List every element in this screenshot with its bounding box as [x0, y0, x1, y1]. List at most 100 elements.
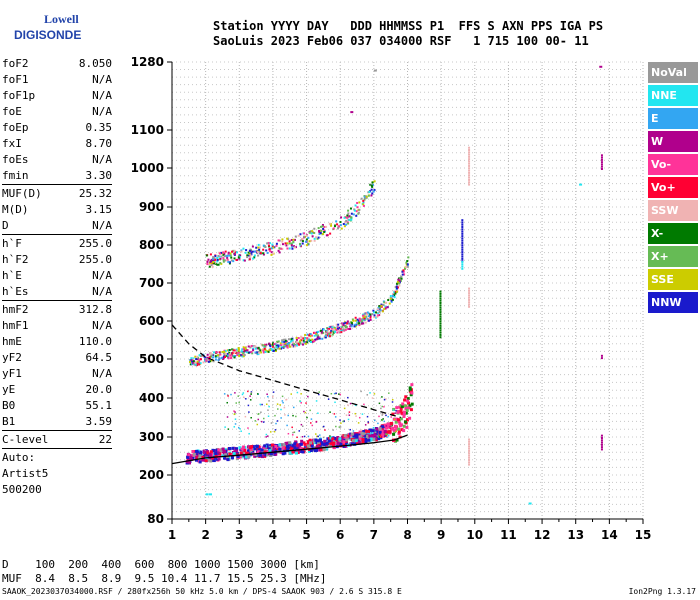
echo-point: [331, 326, 334, 329]
echo-point: [326, 332, 329, 335]
echo-point: [189, 359, 192, 362]
echo-point: [263, 448, 267, 452]
param-row-d: D N/A: [2, 218, 112, 235]
echo-point: [190, 357, 193, 360]
scatter-dot: [322, 436, 325, 439]
echo-point: [300, 336, 303, 339]
scatter-dot: [345, 414, 348, 416]
scatter-dot: [367, 432, 369, 435]
scatter-dot: [233, 410, 235, 412]
echo-point: [396, 410, 400, 414]
echo-point: [208, 356, 211, 359]
echo-point: [405, 408, 409, 412]
echo-point: [198, 454, 202, 458]
echo-point: [318, 229, 321, 232]
echo-point: [355, 435, 359, 439]
echo-point: [336, 223, 339, 226]
echo-point: [192, 452, 196, 456]
echo-point: [276, 347, 279, 350]
echo-point: [257, 246, 260, 249]
echo-point: [402, 270, 405, 273]
echo-point: [329, 440, 333, 444]
scatter-dot: [290, 393, 292, 395]
echo-point: [402, 269, 405, 272]
y-tick-label: 1280: [131, 55, 164, 69]
echo-point: [366, 313, 369, 316]
noise-column: [468, 169, 471, 172]
echo-point: [345, 219, 348, 222]
param-row-ye: yE 20.0: [2, 382, 112, 398]
echo-point: [221, 447, 225, 451]
x-tick-label: 12: [534, 528, 551, 542]
echo-point: [371, 181, 374, 184]
param-label: h`F2: [2, 253, 29, 266]
noise-column: [468, 287, 471, 290]
noise-column: [468, 461, 471, 464]
param-row-b0: B0 55.1: [2, 398, 112, 414]
echo-point: [239, 354, 242, 357]
echo-point: [223, 449, 227, 453]
echo-point: [270, 251, 273, 254]
param-value: 22: [98, 433, 112, 446]
echo-point: [383, 307, 386, 310]
echo-point: [351, 318, 354, 321]
echo-point: [328, 442, 332, 446]
echo-point: [331, 437, 335, 441]
echo-point: [269, 446, 273, 450]
echo-point: [221, 350, 224, 353]
echo-point: [192, 362, 195, 365]
echo-point: [322, 448, 326, 452]
echo-point: [369, 318, 372, 321]
echo-point: [239, 451, 243, 455]
echo-point: [356, 206, 359, 209]
echo-point: [281, 240, 284, 243]
echo-point: [277, 249, 280, 252]
echo-point: [352, 213, 355, 216]
echo-point: [191, 450, 195, 454]
echo-point: [294, 345, 297, 348]
scatter-dot: [247, 390, 249, 393]
scatter-dot: [285, 398, 288, 401]
scatter-dot: [342, 420, 344, 423]
scatter-dot: [304, 411, 307, 414]
echo-point: [281, 452, 285, 456]
echo-point: [283, 340, 286, 343]
scatter-dot: [267, 395, 269, 398]
scatter-dot: [303, 435, 306, 438]
echo-point: [362, 199, 365, 202]
echo-point: [209, 353, 212, 356]
noise-column: [600, 439, 603, 442]
echo-point: [288, 442, 292, 446]
echo-point: [196, 459, 200, 463]
echo-point: [303, 446, 307, 450]
echo-point: [214, 355, 217, 358]
echo-point: [311, 231, 314, 234]
noise-column: [468, 459, 471, 462]
echo-point: [402, 424, 406, 428]
scatter-dot: [392, 409, 395, 411]
echo-point: [301, 240, 304, 243]
scatter-dot: [249, 395, 251, 397]
echo-point: [214, 450, 218, 454]
echo-point: [257, 447, 261, 451]
echo-point: [238, 254, 241, 257]
echo-point: [257, 346, 260, 349]
muf-profile-dashed: [171, 324, 401, 419]
echo-point: [198, 354, 201, 357]
echo-point: [302, 339, 305, 342]
echo-point: [220, 251, 223, 254]
echo-point: [391, 295, 394, 298]
echo-point: [206, 458, 210, 462]
scatter-dot: [329, 435, 331, 437]
echo-point: [329, 331, 332, 334]
x-tick-label: 2: [201, 528, 209, 542]
echo-point: [189, 455, 193, 459]
echo-point: [365, 434, 369, 438]
echo-point: [395, 285, 398, 288]
scatter-dot: [226, 401, 228, 404]
scatter-dot: [315, 421, 318, 423]
scatter-dot: [332, 429, 334, 431]
scatter-dot: [226, 394, 229, 396]
echo-point: [373, 314, 376, 317]
echo-point: [313, 239, 316, 242]
